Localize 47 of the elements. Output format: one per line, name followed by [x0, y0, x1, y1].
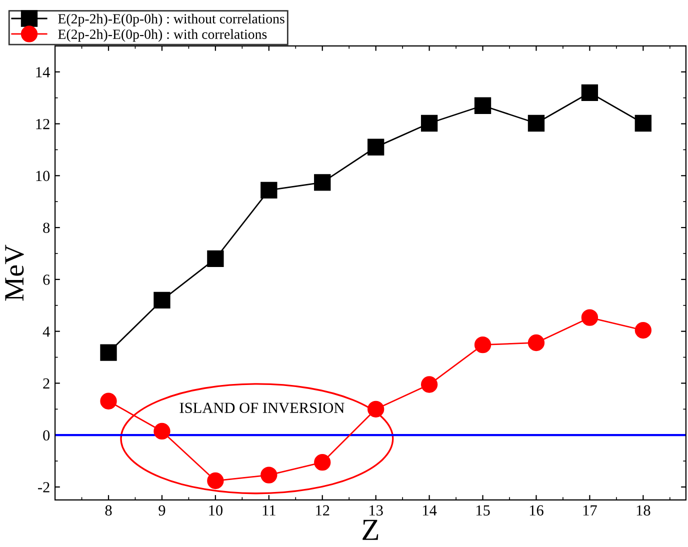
- point: [314, 454, 331, 471]
- point: [420, 114, 438, 132]
- point: [474, 336, 492, 354]
- point: [207, 250, 224, 268]
- y-axis-title: MeV: [5, 244, 24, 301]
- point: [154, 292, 170, 309]
- x-tick-label: 16: [530, 505, 544, 516]
- x-tick-label: 11: [262, 505, 276, 516]
- point: [100, 392, 117, 410]
- point: [420, 376, 438, 393]
- x-tick-label: 8: [105, 505, 112, 516]
- x-tick-label: 10: [209, 505, 222, 516]
- y-tick-label: -2: [38, 482, 50, 492]
- y-tick-label: 14: [36, 67, 50, 78]
- x-tick-label: 15: [476, 505, 490, 516]
- point: [581, 84, 598, 101]
- point: [314, 174, 331, 191]
- x-tick-label: 13: [370, 505, 383, 516]
- point: [528, 334, 545, 352]
- legend-label: E(2p-2h)-E(0p-0h) : without correlations: [58, 14, 284, 26]
- point: [368, 138, 384, 156]
- x-tick-label: 9: [158, 505, 166, 516]
- y-tick-label: 10: [36, 170, 50, 182]
- x-axis-title: Z: [362, 520, 378, 540]
- y-tick-label: 8: [43, 222, 50, 234]
- point: [634, 322, 652, 339]
- y-tick-label: 12: [36, 118, 50, 130]
- point: [207, 472, 224, 490]
- point: [154, 422, 170, 440]
- y-tick-label: 2: [43, 378, 50, 389]
- annotation: ISLAND OF INVERSION: [180, 402, 344, 414]
- x-tick-label: 12: [316, 505, 330, 516]
- y-tick-label: 6: [43, 274, 50, 285]
- point: [474, 97, 492, 114]
- x-tick-label: 17: [583, 505, 597, 516]
- point: [368, 400, 384, 418]
- x-tick-label: 14: [423, 505, 437, 516]
- point: [634, 114, 652, 132]
- point: [260, 466, 278, 484]
- point: [100, 344, 117, 361]
- point: [260, 182, 278, 199]
- y-tick-label: 0: [43, 430, 50, 441]
- y-tick-label: 4: [42, 326, 50, 337]
- legend-label: E(2p-2h)-E(0p-0h) : with correlations: [58, 29, 267, 42]
- point: [581, 309, 598, 326]
- x-tick-label: 18: [636, 505, 650, 516]
- point: [528, 114, 545, 132]
